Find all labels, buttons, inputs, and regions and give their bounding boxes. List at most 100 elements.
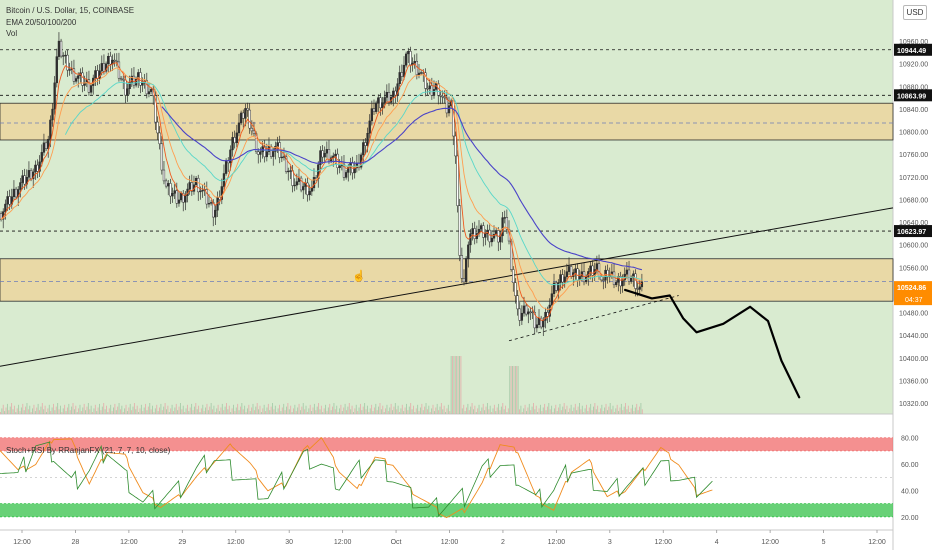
oscillator-title[interactable]: Stoch+RSI By RRanjanFX (21, 7, 7, 10, cl… [6,446,171,455]
volume-bar [299,410,301,414]
volume-bar [572,411,573,414]
volume-bar [486,403,488,414]
projection-path[interactable] [624,288,801,399]
volume-bar [128,407,130,414]
candle-body [171,193,174,197]
volume-bar [477,408,479,414]
candle-body [102,63,106,72]
candle-body [490,237,494,243]
volume-bar [385,408,387,414]
volume-bar [113,407,114,414]
volume-legend[interactable]: Vol [6,29,18,38]
candle-body [231,137,234,151]
volume-bar [500,406,502,414]
volume-bar [274,405,276,414]
volume-bar [301,406,303,414]
volume-bar [108,408,110,414]
trendline[interactable] [0,207,894,367]
volume-bar [359,403,361,414]
volume-bar [316,406,318,414]
candle-body [467,244,470,259]
volume-bar [228,405,230,414]
volume-bar [368,412,370,414]
candle-body [259,151,262,155]
volume-bar [78,408,80,414]
symbol-title[interactable]: Bitcoin / U.S. Dollar, 15, COINBASE [6,6,135,15]
rsi-line[interactable] [0,441,713,518]
price-axis-tick: 10960.00 [899,39,928,46]
support-trendline[interactable] [508,295,679,342]
currency-button[interactable]: USD [903,5,927,20]
ema-200-line[interactable] [161,106,643,271]
volume-bar [556,411,558,414]
volume-bar [566,405,568,414]
candle-body [630,277,633,282]
candle-body [87,79,91,93]
price-axis-tick: 10560.00 [899,265,928,272]
volume-bar [114,403,116,414]
ema-50-line[interactable] [0,67,642,311]
volume-bar [305,405,307,414]
volume-bar [393,406,395,414]
candle-body [439,95,442,97]
ema-legend[interactable]: EMA 20/50/100/200 [6,18,77,27]
time-axis-tick: 30 [285,539,293,546]
ema-20-line[interactable] [0,62,643,321]
volume-bar [237,403,239,414]
volume-bar [44,405,46,414]
stoch-line[interactable] [0,436,713,519]
volume-bar [406,403,407,414]
volume-bar [482,403,484,414]
volume-bar [309,404,311,414]
volume-bar [146,410,148,414]
candle-body [533,312,536,329]
volume-bar [562,406,564,414]
volume-bar [640,403,642,414]
candle-body [518,308,521,321]
candle-body [188,182,191,190]
candle-body [404,53,408,66]
volume-bar [298,403,300,414]
candle-body [452,100,455,137]
candle-body [368,120,371,134]
candle-body [272,151,275,157]
candle-body [94,70,97,79]
volume-bar [372,411,374,414]
volume-bar [184,412,186,414]
volume-bar [400,408,402,414]
candle-body [177,199,181,204]
volume-bar [496,407,498,414]
candle-body [126,88,129,96]
candle-body [4,203,7,212]
volume-bar [107,412,109,414]
candle-body [516,295,519,310]
volume-bar [351,405,353,414]
volume-bar [581,405,583,414]
ema-100-line[interactable] [64,81,642,286]
supply-demand-zone[interactable] [0,258,894,302]
volume-bar [231,408,233,414]
volume-bar [272,403,273,414]
candle-body [364,142,367,146]
candle-body [169,183,172,197]
volume-bar [521,412,523,414]
candle-body [387,91,391,103]
volume-bar [591,410,593,414]
volume-bar [355,404,357,414]
volume-bar [559,403,561,414]
candle-body [567,266,571,272]
volume-bar [413,405,414,414]
volume-bar [361,410,363,414]
volume-bar [583,412,585,414]
volume-bar [613,412,615,414]
time-axis-tick: 29 [178,539,186,546]
oscillator-axis-tick: 80.00 [901,436,919,443]
candle-body [36,164,39,172]
volume-bar [43,409,45,414]
volume-bar [313,403,315,414]
volume-bar [586,404,587,414]
volume-bar [535,405,537,414]
price-axis-tick: 10680.00 [899,197,928,204]
volume-bar [40,406,42,414]
